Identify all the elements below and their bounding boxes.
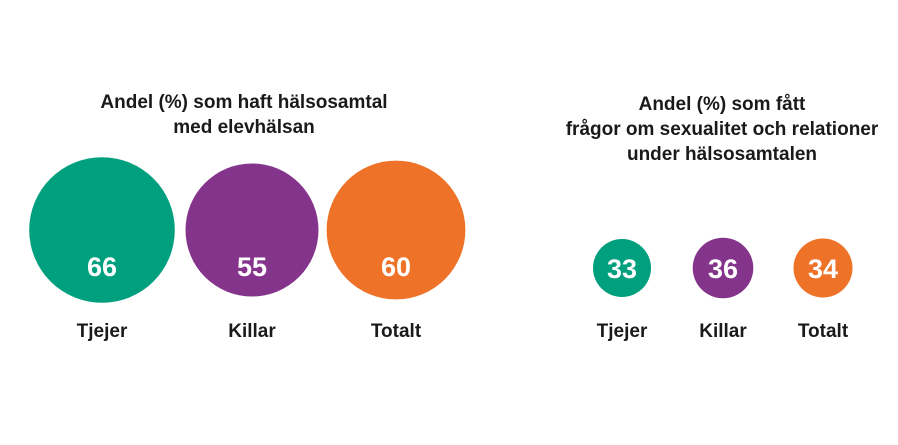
chart-2-title: Andel (%) som fått frågor om sexualitet … <box>552 92 892 167</box>
chart-2-title-line-3: under hälsosamtalen <box>626 144 818 165</box>
chart-1-value-label-totalt: 60 <box>381 252 411 282</box>
chart-1-category-label-killar: Killar <box>228 321 276 342</box>
chart-2-category-label-tjejer: Tjejer <box>597 321 648 342</box>
chart-1-bubble-tjejer <box>29 157 175 303</box>
chart-1-title-line-2: med elevhälsan <box>173 117 315 138</box>
chart-1-category-label-tjejer: Tjejer <box>77 321 128 342</box>
chart-1-title-line-1: Andel (%) som haft hälsosamtal <box>100 92 388 113</box>
chart-2-value-label-tjejer: 33 <box>607 254 637 284</box>
chart-1-bubble-totalt <box>326 160 466 300</box>
chart-2-bubble-totalt <box>793 238 853 298</box>
chart-1-title: Andel (%) som haft hälsosamtal med elevh… <box>94 90 394 140</box>
chart-2-bubble-killar <box>692 237 754 299</box>
chart-2-category-label-totalt: Totalt <box>798 321 849 342</box>
chart-1-bubble-killar <box>185 163 319 297</box>
chart-2-title-line-2: frågor om sexualitet och relationer <box>565 119 879 140</box>
chart-1-value-label-tjejer: 66 <box>87 252 117 282</box>
chart-2-bubble-tjejer <box>593 239 651 297</box>
chart-2-category-label-killar: Killar <box>699 321 747 342</box>
chart-1-value-label-killar: 55 <box>237 252 267 282</box>
chart-2-title-line-1: Andel (%) som fått <box>638 94 806 115</box>
chart-2-value-label-totalt: 34 <box>808 254 838 284</box>
chart-1-category-label-totalt: Totalt <box>371 321 422 342</box>
chart-2-value-label-killar: 36 <box>708 254 738 284</box>
